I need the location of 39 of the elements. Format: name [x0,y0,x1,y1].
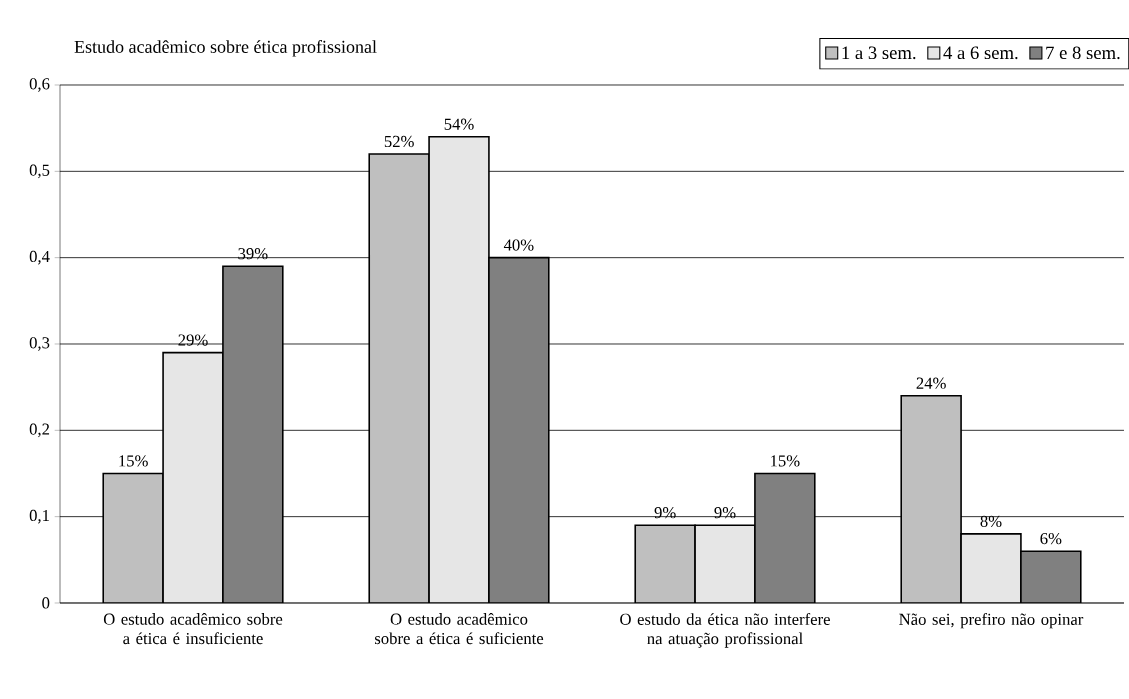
y-tick-label: 0,1 [29,509,49,524]
bar [162,351,224,603]
bar [1020,550,1082,603]
x-tick-label: O estudo acadêmico sobre a ética é suficiente [375,613,544,645]
bar [960,533,1022,603]
bar [694,524,756,603]
bar [900,394,962,603]
data-label: 6% [1040,532,1062,545]
bar [754,472,816,603]
bar [488,256,550,603]
bar [102,472,164,603]
data-label: 24% [916,377,946,389]
data-label: 39% [238,248,268,260]
chart-title: Estudo acadêmico sobre ética profissional [74,40,377,57]
bar [368,153,430,603]
x-tick-label: Não sei, prefiro não opinar [899,613,1084,629]
data-label: 52% [384,135,414,148]
y-tick-label: 0 [42,597,50,609]
y-tick-label: 0,5 [29,164,50,179]
y-tick-label: 0,4 [29,250,50,265]
legend-label: 7 e 8 sem. [1046,46,1120,60]
data-label: 29% [178,334,208,346]
bar [222,265,284,603]
y-tick-label: 0,2 [29,423,50,438]
data-label: 9% [654,507,676,519]
data-label: 9% [714,507,736,519]
y-tick-label: 0,3 [29,337,50,351]
bar [634,524,696,603]
data-label: 15% [119,455,148,467]
data-label: 15% [771,455,800,467]
legend-label: 4 a 6 sem. [943,46,1018,60]
y-tick-label: 0,6 [29,78,50,92]
bar [428,135,490,603]
data-label: 54% [444,118,474,130]
x-tick-label: O estudo da ética não interfere na atuação profissional [620,613,830,648]
data-label: 8% [980,515,1002,527]
legend-label: 1 a 3 sem. [842,46,916,60]
x-tick-label: O estudo acadêmico sobre a ética é insuficiente [103,613,283,645]
data-label: 40% [503,239,534,251]
